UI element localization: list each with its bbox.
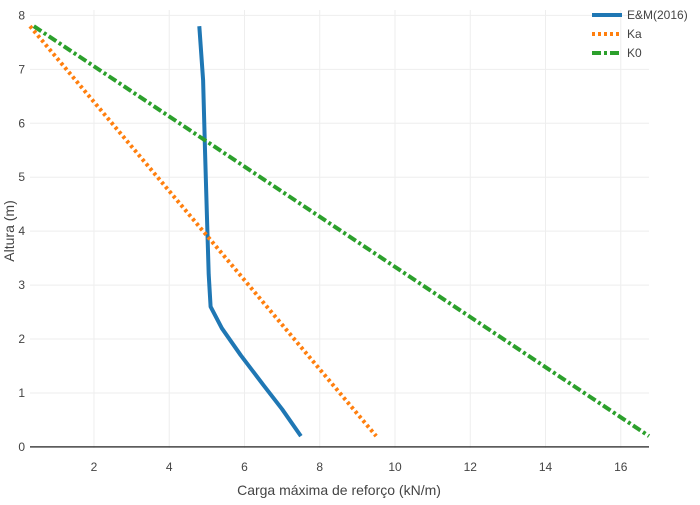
y-tick-label: 7 <box>18 62 25 76</box>
x-tick-label: 4 <box>166 460 173 474</box>
x-tick-label: 6 <box>241 460 248 474</box>
legend-label: E&M(2016) <box>627 8 688 22</box>
x-tick-label: 14 <box>539 460 553 474</box>
series-layer <box>28 24 651 438</box>
series-line-0[interactable] <box>197 26 303 438</box>
legend-label: Ka <box>627 27 642 41</box>
grid-layer <box>30 10 649 448</box>
legend-label: K0 <box>627 46 642 60</box>
y-tick-label: 3 <box>18 278 25 292</box>
x-tick-label: 16 <box>614 460 628 474</box>
y-tick-label: 8 <box>18 8 25 22</box>
legend[interactable]: E&M(2016) Ka K0 <box>592 8 688 60</box>
x-tick-label: 8 <box>316 460 323 474</box>
y-tick-label: 1 <box>18 386 25 400</box>
y-tick-label: 5 <box>18 170 25 184</box>
x-tick-label: 2 <box>91 460 98 474</box>
x-tick-label: 12 <box>464 460 478 474</box>
y-tick-label: 6 <box>18 116 25 130</box>
x-axis-title: Carga máxima de reforço (kN/m) <box>237 482 441 498</box>
y-tick-label: 0 <box>18 440 25 454</box>
legend-item-1[interactable]: Ka <box>592 27 642 41</box>
series-line-2[interactable] <box>32 24 651 438</box>
y-axis-title: Altura (m) <box>1 200 17 261</box>
y-tick-label: 2 <box>18 332 25 346</box>
x-tick-label: 10 <box>388 460 402 474</box>
y-tick-label: 4 <box>18 224 25 238</box>
legend-item-2[interactable]: K0 <box>592 46 642 60</box>
legend-item-0[interactable]: E&M(2016) <box>592 8 688 22</box>
